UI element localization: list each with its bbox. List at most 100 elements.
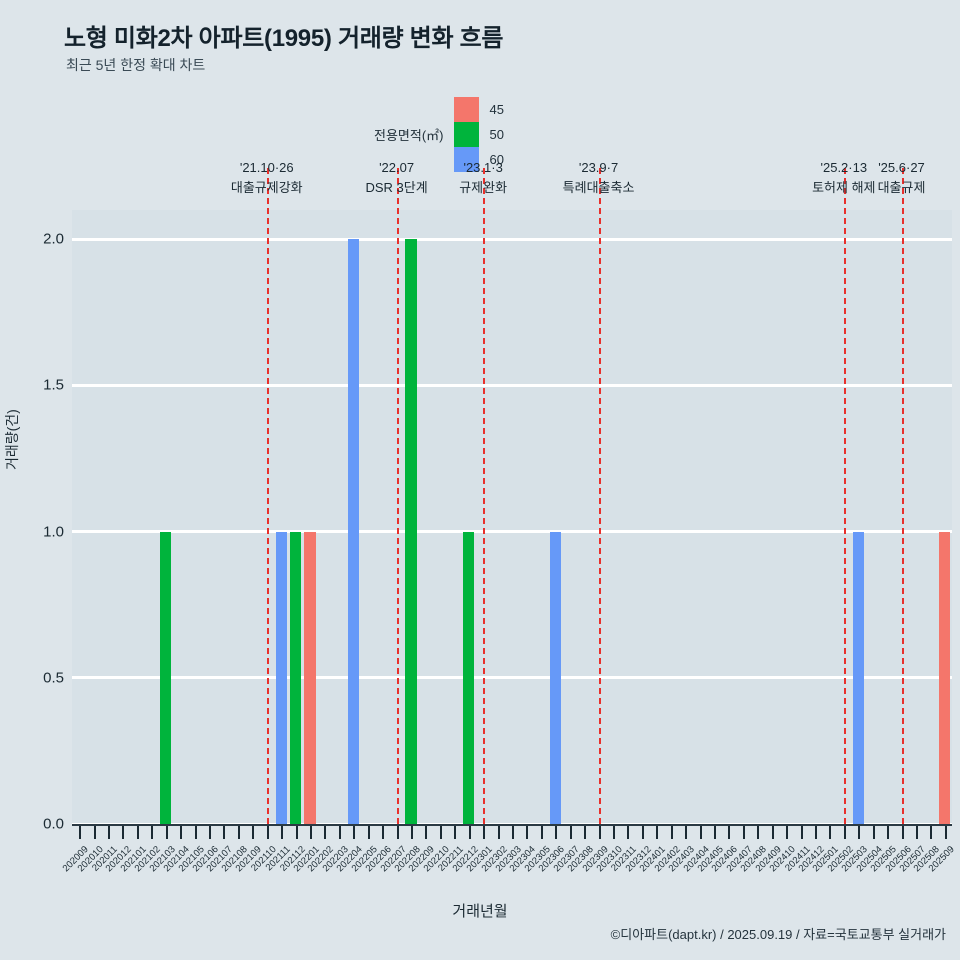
x-tick <box>367 826 370 839</box>
event-note: 규제완화 <box>459 180 508 196</box>
x-tick <box>338 826 341 839</box>
event-label: '22.07 DSR 3단계 <box>365 158 427 198</box>
event-label: '25.2·13 토허제 해제 <box>812 158 875 198</box>
x-tick <box>685 826 688 839</box>
legend-swatch-icon <box>453 122 479 147</box>
x-tick <box>713 826 716 839</box>
bar[interactable] <box>160 531 172 824</box>
x-tick <box>180 826 183 839</box>
legend-label: 60 <box>489 152 504 167</box>
x-tick <box>454 826 457 839</box>
x-tick <box>872 826 875 839</box>
y-tick-label: 1.0 <box>43 523 64 541</box>
x-tick <box>209 826 212 839</box>
plot-area <box>72 210 952 826</box>
x-tick <box>555 826 558 839</box>
gridline <box>72 676 952 680</box>
legend: 전용면적(㎡) 45 50 60 <box>374 97 518 172</box>
bar[interactable] <box>304 531 316 824</box>
x-tick <box>252 826 255 839</box>
legend-label: 50 <box>489 127 504 142</box>
legend-item-60[interactable]: 60 <box>453 147 504 172</box>
event-label: '21.10·26 대출규제강화 <box>231 158 303 198</box>
gridline <box>72 530 952 534</box>
bar[interactable] <box>405 239 417 824</box>
bar[interactable] <box>852 531 864 824</box>
event-note: DSR 3단계 <box>365 180 428 196</box>
legend-swatch-icon <box>453 97 479 122</box>
x-tick <box>439 826 442 839</box>
event-note: 대출규제 <box>877 180 926 196</box>
bar[interactable] <box>463 531 475 824</box>
bar[interactable] <box>347 239 359 824</box>
event-label: '25.6·27 대출규제 <box>878 158 926 198</box>
x-tick <box>930 826 933 839</box>
chart-footer: ©디아파트(dapt.kr) / 2025.09.19 / 자료=국토교통부 실… <box>610 927 946 942</box>
bar[interactable] <box>549 531 561 824</box>
x-tick <box>411 826 414 839</box>
x-tick <box>151 826 154 839</box>
legend-items: 45 50 60 <box>453 97 518 172</box>
y-tick-label: 0.5 <box>43 669 64 687</box>
event-line <box>266 168 269 834</box>
x-tick <box>598 826 601 839</box>
legend-item-45[interactable]: 45 <box>453 97 504 122</box>
x-tick <box>194 826 197 839</box>
y-axis-tick-labels: 0.0 0.5 1.0 1.5 2.0 <box>14 210 64 833</box>
y-tick-label: 2.0 <box>43 230 64 248</box>
event-line <box>598 168 601 834</box>
x-tick <box>483 826 486 839</box>
x-tick <box>122 826 125 839</box>
x-tick <box>612 826 615 839</box>
y-tick-label: 1.5 <box>43 376 64 394</box>
event-date: '25.6·27 <box>878 160 925 175</box>
x-tick <box>641 826 644 839</box>
x-tick <box>800 826 803 839</box>
chart-title: 노형 미화2차 아파트(1995) 거래량 변화 흐름 <box>64 25 504 52</box>
x-tick <box>771 826 774 839</box>
event-note: 토허제 해제 <box>812 180 876 196</box>
x-tick <box>165 826 168 839</box>
x-tick <box>656 826 659 839</box>
x-tick <box>944 826 947 839</box>
gridline <box>72 383 952 387</box>
gridline <box>72 237 952 241</box>
x-tick <box>728 826 731 839</box>
y-tick-label: 0.0 <box>43 815 64 833</box>
x-tick <box>382 826 385 839</box>
bar[interactable] <box>939 531 951 824</box>
x-tick <box>757 826 760 839</box>
legend-item-50[interactable]: 50 <box>453 122 504 147</box>
event-line <box>843 168 846 834</box>
x-axis-title: 거래년월 <box>452 903 508 920</box>
x-tick <box>353 826 356 839</box>
x-tick <box>512 826 514 839</box>
x-axis-line <box>72 824 952 826</box>
x-tick <box>396 826 399 839</box>
event-line <box>396 168 399 834</box>
bar[interactable] <box>289 531 302 824</box>
x-tick <box>786 826 789 839</box>
x-tick <box>843 826 846 839</box>
event-line <box>483 168 486 834</box>
x-tick <box>237 826 240 839</box>
x-tick <box>915 826 918 839</box>
bar[interactable] <box>275 531 287 824</box>
legend-swatch-icon <box>453 147 479 172</box>
x-tick <box>829 826 832 839</box>
x-tick <box>742 826 745 839</box>
x-tick <box>310 826 313 839</box>
event-label: '23.1·3 규제완화 <box>459 158 507 198</box>
x-tick <box>627 826 630 839</box>
x-tick <box>79 826 82 839</box>
x-tick <box>108 826 111 839</box>
x-tick <box>497 826 500 839</box>
event-date: '23.9·7 <box>578 160 619 175</box>
x-tick <box>887 826 890 839</box>
x-tick <box>901 826 904 839</box>
event-note: 대출규제강화 <box>230 180 303 196</box>
x-tick <box>136 826 139 839</box>
x-tick <box>540 826 543 839</box>
x-tick <box>584 826 587 839</box>
